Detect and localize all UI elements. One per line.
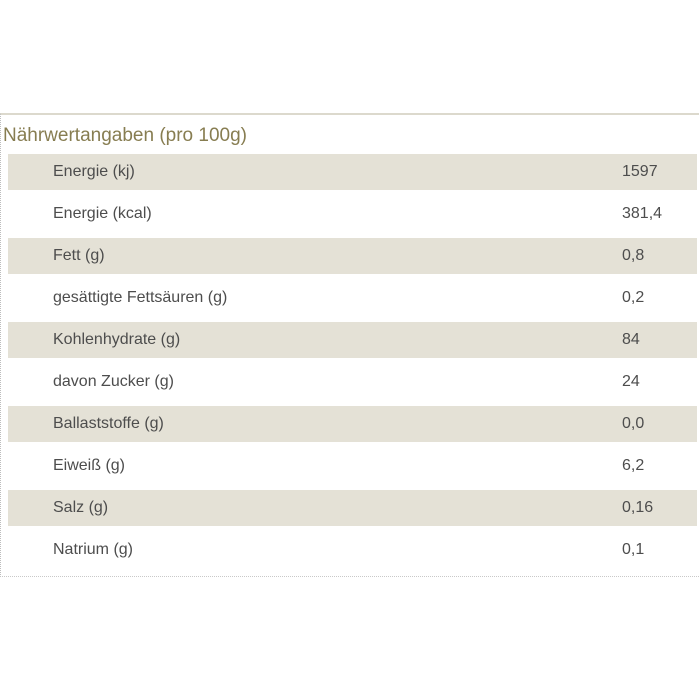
table-row: Energie (kj) 1597 — [8, 154, 697, 190]
nutrient-label: Fett (g) — [53, 247, 105, 264]
table-row: davon Zucker (g) 24 — [8, 364, 697, 400]
nutrient-value: 381,4 — [622, 205, 663, 222]
table-row: Energie (kcal) 381,4 — [8, 196, 697, 232]
nutrient-label: Kohlenhydrate (g) — [53, 331, 181, 348]
nutrient-value: 1597 — [622, 163, 658, 180]
nutrient-value: 0,16 — [622, 499, 654, 516]
nutrition-facts-panel: Nährwertangaben (pro 100g) Energie (kj) … — [0, 113, 699, 577]
nutrient-label: davon Zucker (g) — [53, 373, 174, 390]
nutrient-value: 84 — [622, 331, 640, 348]
nutrient-label: Natrium (g) — [53, 541, 134, 558]
nutrient-label: Energie (kj) — [53, 163, 135, 180]
nutrient-value: 0,1 — [622, 541, 645, 558]
nutrient-label: Energie (kcal) — [53, 205, 152, 222]
nutrition-table: Energie (kj) 1597 Energie (kcal) 381,4 F… — [8, 154, 697, 568]
nutrient-label: gesättigte Fettsäuren (g) — [53, 289, 228, 306]
nutrient-label: Eiweiß (g) — [53, 457, 126, 474]
table-row: Kohlenhydrate (g) 84 — [8, 322, 697, 358]
nutrient-value: 6,2 — [622, 457, 645, 474]
table-row: Natrium (g) 0,1 — [8, 532, 697, 568]
nutrient-value: 0,8 — [622, 247, 645, 264]
table-row: Eiweiß (g) 6,2 — [8, 448, 697, 484]
nutrient-value: 0,0 — [622, 415, 645, 432]
table-row: Ballaststoffe (g) 0,0 — [8, 406, 697, 442]
nutrient-value: 0,2 — [622, 289, 645, 306]
nutrient-label: Ballaststoffe (g) — [53, 415, 164, 432]
table-row: gesättigte Fettsäuren (g) 0,2 — [8, 280, 697, 316]
table-row: Salz (g) 0,16 — [8, 490, 697, 526]
table-row: Fett (g) 0,8 — [8, 238, 697, 274]
nutrition-panel-title: Nährwertangaben (pro 100g) — [3, 125, 247, 146]
nutrient-value: 24 — [622, 373, 640, 390]
nutrient-label: Salz (g) — [53, 499, 109, 516]
